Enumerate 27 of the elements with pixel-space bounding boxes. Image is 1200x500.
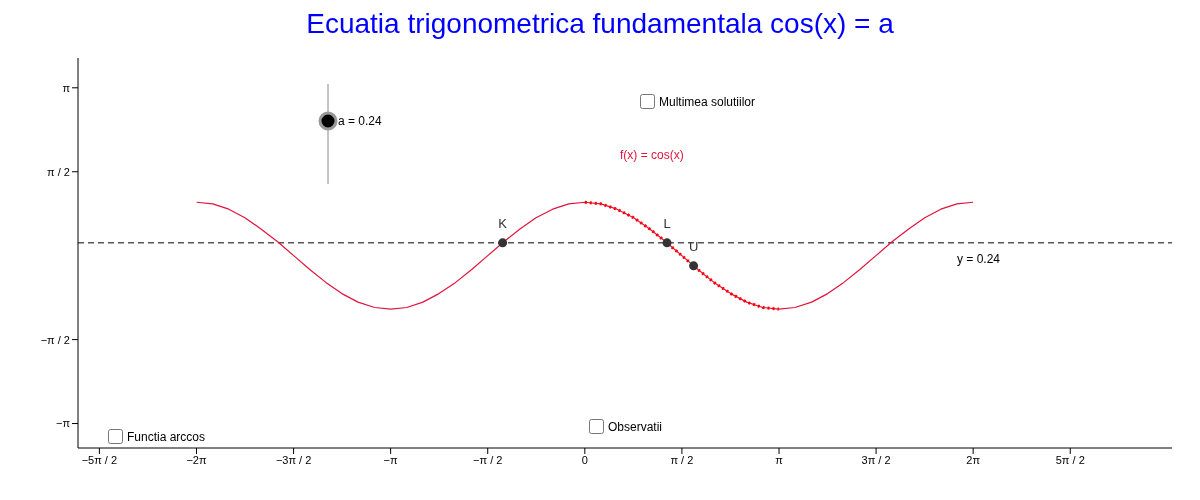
x-tick-label: π (775, 453, 784, 466)
chart-title: Ecuatia trigonometrica fundamentala cos(x) = a (305, 8, 895, 41)
series-label: U (688, 239, 699, 255)
y-tick-label: π (62, 81, 71, 94)
annotation: Multimea solutiilor (659, 94, 756, 109)
line-series (583, 200, 781, 311)
x-tick-label: −π (383, 453, 399, 466)
annotation: Observatii (608, 419, 663, 434)
y-tick-label: −π (55, 417, 71, 430)
x-tick-label: 0 (581, 453, 588, 466)
text: f(x) = cos(x) (620, 148, 684, 162)
x-tick-label: π / 2 (670, 453, 694, 466)
annotation: a = 0.24 (338, 114, 382, 128)
series-label: K (498, 216, 508, 232)
annotation: Functia arccos (127, 429, 206, 444)
ref-line-label: y = 0.24 (956, 252, 1001, 267)
x-tick-label: 5π / 2 (1055, 453, 1085, 466)
x-tick-label: −π / 2 (473, 453, 503, 466)
x-tick-label: −3π / 2 (275, 453, 312, 466)
series-label: L (663, 216, 671, 232)
x-tick-label: 3π / 2 (861, 453, 891, 466)
x-tick-label: −5π / 2 (81, 453, 118, 466)
x-tick-label: −2π (186, 453, 207, 466)
y-tick-label: −π / 2 (40, 333, 70, 346)
y-tick-label: π / 2 (47, 165, 70, 178)
line-series (196, 201, 974, 310)
x-tick-label: 2π (966, 453, 981, 466)
